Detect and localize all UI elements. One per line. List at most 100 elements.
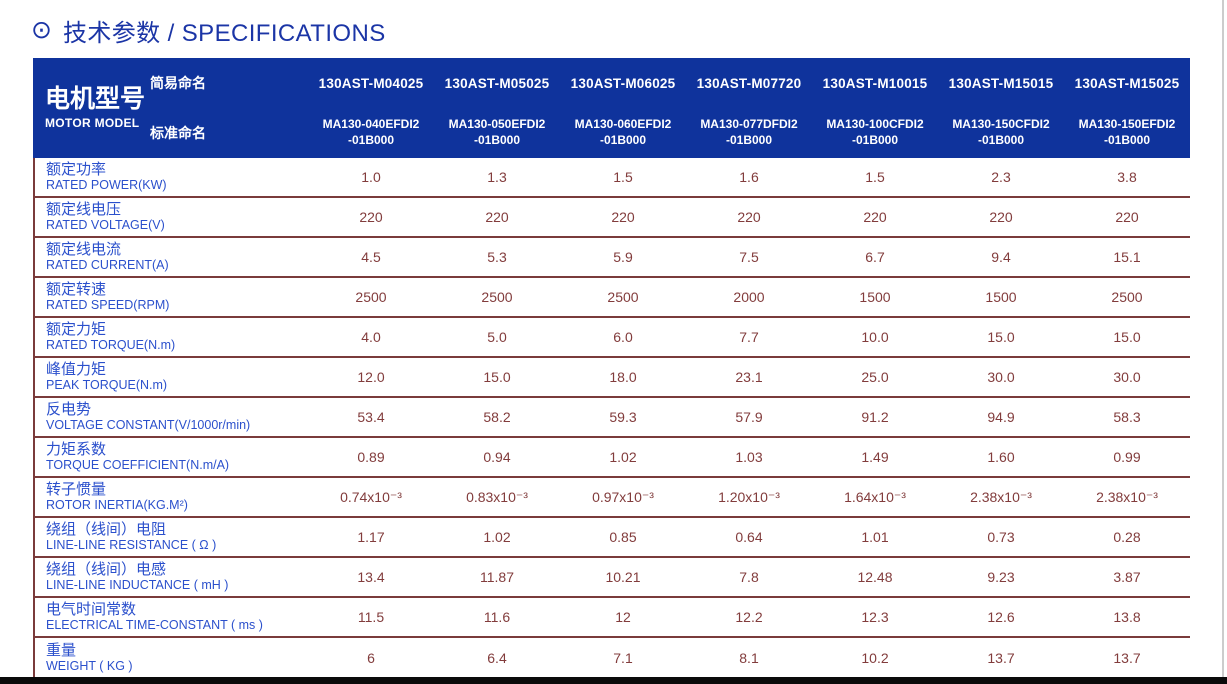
value-cell: 220	[737, 209, 761, 225]
value-cell: 11.87	[480, 569, 514, 585]
standard-name-line1: MA130-077DFDI2	[700, 117, 798, 132]
circle-dot-icon: ⊙	[31, 16, 52, 44]
value-cell: 0.73	[987, 529, 1015, 545]
table-row-voltage-constant: 反电势 VOLTAGE CONSTANT(V/1000r/min) 53.4 5…	[35, 398, 1190, 438]
standard-name-label: 标准命名	[150, 125, 206, 141]
model-simple-name: 130AST-M10015	[822, 75, 928, 91]
value-cell: 220	[485, 209, 509, 225]
row-label-cn: 电气时间常数	[46, 600, 137, 618]
value-cell: 30.0	[1113, 369, 1141, 385]
standard-name-line1: MA130-040EFDI2	[322, 117, 420, 132]
value-cell: 5.3	[487, 249, 507, 265]
standard-name-line1: MA130-100CFDI2	[826, 117, 924, 132]
value-cell: 1.3	[487, 169, 507, 185]
model-standard-name: MA130-100CFDI2 -01B000	[812, 108, 938, 158]
value-cell: 12.2	[735, 609, 763, 625]
row-label-en: RATED CURRENT(A)	[46, 258, 169, 273]
row-label-en: RATED POWER(KW)	[46, 178, 167, 193]
page-title: ⊙ 技术参数 / SPECIFICATIONS	[31, 13, 386, 48]
row-label-cn: 绕组（线间）电阻	[46, 520, 167, 538]
value-cell: 58.2	[483, 409, 511, 425]
naming-header-cell: 简易命名 标准命名	[150, 58, 308, 158]
value-cell: 15.0	[1113, 329, 1141, 345]
table-row-rated-power: 额定功率 RATED POWER(KW) 1.0 1.3 1.5 1.6 1.5…	[35, 158, 1190, 198]
column-header: 130AST-M05025 MA130-050EFDI2 -01B000	[434, 58, 560, 158]
row-label-en: LINE-LINE INDUCTANCE ( mH )	[46, 578, 229, 593]
value-cell: 11.5	[357, 609, 385, 625]
value-cell: 12.3	[861, 609, 889, 625]
value-cell: 8.1	[739, 650, 759, 666]
value-cell: 12.48	[857, 569, 893, 585]
table-row-peak-torque: 峰值力矩 PEAK TORQUE(N.m) 12.0 15.0 18.0 23.…	[35, 358, 1190, 398]
value-cell: 10.0	[861, 329, 889, 345]
value-cell: 2.38x10⁻³	[1096, 488, 1158, 505]
value-cell: 1.17	[357, 529, 385, 545]
value-cell: 9.4	[991, 249, 1011, 265]
value-cell: 1.5	[865, 169, 885, 185]
value-cell: 0.28	[1113, 529, 1141, 545]
value-cell: 7.7	[739, 329, 759, 345]
value-cell: 1.03	[735, 449, 763, 465]
standard-name-line2: -01B000	[599, 133, 647, 147]
value-cell: 10.21	[605, 569, 641, 585]
standard-name-line1: MA130-150EFDI2	[1078, 117, 1176, 132]
value-cell: 0.83x10⁻³	[466, 488, 528, 505]
column-header: 130AST-M10015 MA130-100CFDI2 -01B000	[812, 58, 938, 158]
value-cell: 13.8	[1113, 609, 1141, 625]
model-simple-name: 130AST-M15025	[1074, 75, 1180, 91]
table-row-weight: 重量 WEIGHT ( KG ) 6 6.4 7.1 8.1 10.2 13.7…	[35, 638, 1190, 678]
column-header: 130AST-M15025 MA130-150EFDI2 -01B000	[1064, 58, 1190, 158]
value-cell: 13.7	[987, 650, 1015, 666]
value-cell: 2500	[1111, 289, 1143, 305]
value-cell: 13.4	[357, 569, 385, 585]
value-cell: 11.6	[483, 609, 511, 625]
value-cell: 1.5	[613, 169, 633, 185]
value-cell: 5.9	[613, 249, 633, 265]
row-label-cn: 额定转速	[46, 280, 107, 298]
row-label: 重量 WEIGHT ( KG )	[35, 642, 308, 674]
row-label: 额定功率 RATED POWER(KW)	[35, 161, 308, 193]
value-cell: 7.8	[739, 569, 759, 585]
table-body: 额定功率 RATED POWER(KW) 1.0 1.3 1.5 1.6 1.5…	[33, 158, 1190, 678]
value-cell: 4.0	[361, 329, 381, 345]
table-row-rotor-inertia: 转子惯量 ROTOR INERTIA(KG.M²) 0.74x10⁻³ 0.83…	[35, 478, 1190, 518]
value-cell: 15.0	[483, 369, 511, 385]
row-label-cn: 力矩系数	[46, 440, 107, 458]
row-label-en: RATED TORQUE(N.m)	[46, 338, 176, 353]
standard-name-line2: -01B000	[473, 133, 521, 147]
value-cell: 1.01	[861, 529, 889, 545]
value-cell: 30.0	[987, 369, 1015, 385]
row-label: 额定线电压 RATED VOLTAGE(V)	[35, 201, 308, 233]
row-label: 电气时间常数 ELECTRICAL TIME-CONSTANT ( ms )	[35, 601, 308, 633]
value-cell: 25.0	[861, 369, 889, 385]
specifications-table: 电机型号 MOTOR MODEL 简易命名 标准命名 130AST-M04025…	[33, 58, 1190, 678]
value-cell: 59.3	[609, 409, 637, 425]
value-cell: 220	[359, 209, 383, 225]
row-label: 峰值力矩 PEAK TORQUE(N.m)	[35, 361, 308, 393]
value-cell: 1.6	[739, 169, 759, 185]
value-cell: 1.02	[483, 529, 511, 545]
standard-name-line2: -01B000	[977, 133, 1025, 147]
value-cell: 0.74x10⁻³	[340, 488, 402, 505]
model-standard-name: MA130-150EFDI2 -01B000	[1064, 108, 1190, 158]
row-label: 力矩系数 TORQUE COEFFICIENT(N.m/A)	[35, 441, 308, 473]
model-standard-name: MA130-077DFDI2 -01B000	[686, 108, 812, 158]
value-cell: 5.0	[487, 329, 507, 345]
model-standard-name: MA130-150CFDI2 -01B000	[938, 108, 1064, 158]
row-label-cn: 转子惯量	[46, 480, 107, 498]
motor-model-label-cn: 电机型号	[45, 85, 146, 114]
row-label: 绕组（线间）电感 LINE-LINE INDUCTANCE ( mH )	[35, 561, 308, 593]
value-cell: 2000	[733, 289, 765, 305]
value-cell: 94.9	[987, 409, 1015, 425]
standard-name-line1: MA130-150CFDI2	[952, 117, 1050, 132]
value-cell: 0.97x10⁻³	[592, 488, 654, 505]
standard-name-line1: MA130-060EFDI2	[574, 117, 672, 132]
row-label-cn: 重量	[46, 641, 77, 659]
value-cell: 6	[367, 650, 375, 666]
table-row-torque-coefficient: 力矩系数 TORQUE COEFFICIENT(N.m/A) 0.89 0.94…	[35, 438, 1190, 478]
table-row-rated-current: 额定线电流 RATED CURRENT(A) 4.5 5.3 5.9 7.5 6…	[35, 238, 1190, 278]
value-cell: 1.02	[609, 449, 637, 465]
row-label-en: LINE-LINE RESISTANCE ( Ω )	[46, 538, 217, 553]
row-label-en: ELECTRICAL TIME-CONSTANT ( ms )	[46, 618, 263, 633]
row-label-cn: 额定线电流	[46, 240, 122, 258]
